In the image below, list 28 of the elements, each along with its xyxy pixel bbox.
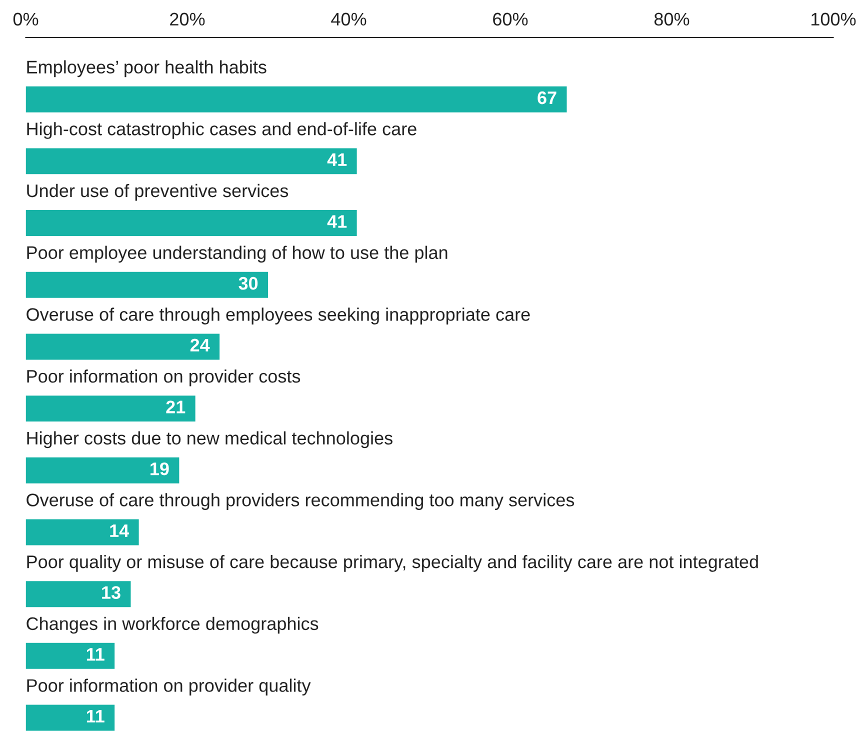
- y-tick-label: Poor information on provider costs: [27, 369, 300, 386]
- data-label: 13: [102, 586, 120, 599]
- data-label: 21: [166, 400, 186, 414]
- data-label: 19: [150, 462, 169, 476]
- y-tick-label: Poor employee understanding of how to use the plan: [27, 246, 448, 263]
- x-tick-label: 0%: [13, 12, 38, 26]
- data-label: 67: [538, 91, 556, 104]
- y-tick-label: Changes in workforce demographics: [26, 616, 318, 634]
- data-label: 24: [190, 338, 210, 352]
- y-tick-label: Under use of preventive services: [27, 184, 288, 201]
- y-tick-label: High-cost catastrophic cases and end-of-life care: [27, 122, 416, 139]
- y-tick-label: Employees’ poor health habits: [27, 60, 266, 78]
- data-label: 30: [238, 276, 258, 290]
- y-tick-label: Poor quality or misuse of care because primary, specialty and facility care are not integrated: [27, 554, 758, 572]
- data-label: 11: [86, 648, 104, 661]
- x-tick-label: 100%: [812, 12, 856, 26]
- y-tick-label: Poor information on provider quality: [27, 678, 311, 696]
- x-tick-label: 40%: [331, 12, 366, 26]
- data-label: 11: [86, 710, 104, 722]
- data-label: 41: [327, 215, 347, 228]
- y-tick-label: Overuse of care through providers recommending too many services: [26, 493, 574, 510]
- data-label: 41: [327, 153, 347, 166]
- y-tick-label: Overuse of care through employees seeking inappropriate care: [26, 308, 530, 324]
- y-tick-label: Higher costs due to new medical technologies: [27, 431, 392, 448]
- x-tick-label: 80%: [654, 12, 690, 26]
- x-tick-label: 20%: [170, 12, 205, 26]
- x-tick-label: 60%: [493, 12, 528, 26]
- data-label: 14: [110, 524, 130, 537]
